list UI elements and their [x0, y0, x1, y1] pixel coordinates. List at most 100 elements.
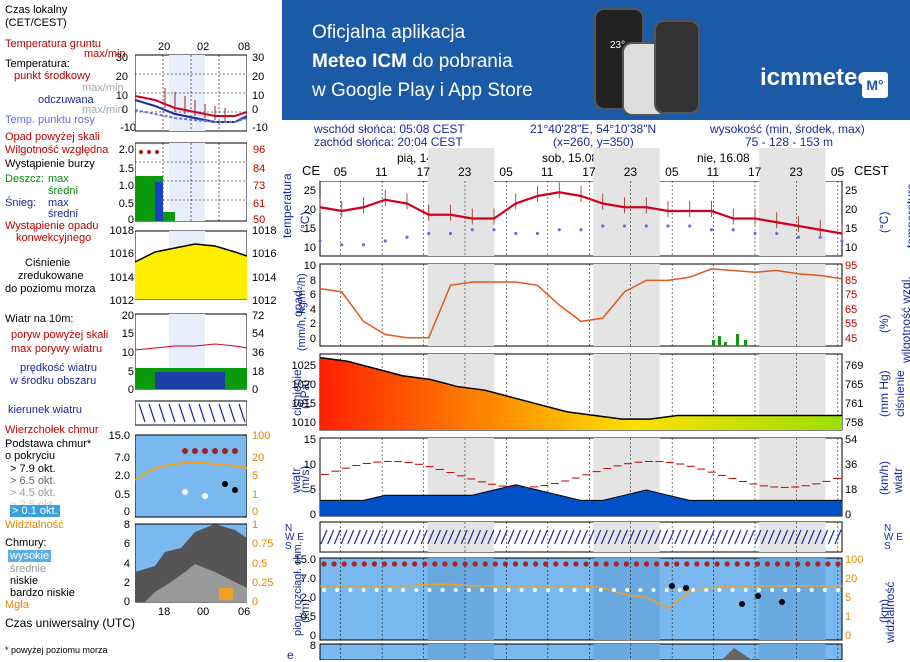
- legend-panel: Czas lokalny (CET/CEST) 20 02 08 Tempera…: [0, 0, 282, 660]
- legend-convective: konwekcyjnego: [16, 232, 92, 244]
- precip-tick: 6: [309, 289, 316, 301]
- mini-wind-tick-r: 0: [252, 384, 259, 396]
- hour-label: 05: [665, 165, 679, 179]
- wind-arrow-icon: [700, 529, 709, 545]
- mini-cl-tick: 6: [123, 538, 130, 550]
- wind-arrow-icon: [360, 529, 368, 545]
- cloud-base-dot: [717, 588, 722, 592]
- dew-point-dot: [688, 224, 692, 228]
- cloud-top-dot: [442, 561, 448, 567]
- wind-arrow-icon: [420, 529, 428, 545]
- legend-wind-10m: Wiatr na 10m:: [5, 313, 74, 325]
- hour-label: 11: [541, 165, 554, 179]
- cloud-top-dot: [704, 561, 710, 567]
- mini-temp-tick: -10: [120, 122, 136, 134]
- wind-arrow-icon: [500, 529, 508, 545]
- precip-tick: 0: [309, 332, 316, 345]
- tz-right: CEST: [854, 163, 889, 178]
- cloud-top-dot: [553, 561, 559, 567]
- cloud-top-dot: [422, 561, 428, 567]
- wind-arrow-icon: [594, 529, 602, 545]
- cloud-base-dot: [585, 588, 590, 592]
- hum-tick: 55: [845, 318, 858, 330]
- legend-utc: Czas uniwersalny (UTC): [5, 616, 136, 630]
- rain-bar: [718, 336, 721, 346]
- mini-press-tick-r: 1012: [252, 295, 277, 307]
- temp-tick-r: 20: [845, 204, 858, 216]
- legend-bottom-tick-1: 18: [158, 606, 171, 618]
- dew-point-dot: [666, 224, 670, 228]
- wind-arrow-icon: [781, 529, 789, 545]
- cloud-base-dot: [756, 588, 761, 592]
- wind-arrow-icon: [667, 529, 675, 545]
- hour-label: 11: [375, 165, 388, 179]
- app-promo-banner[interactable]: Oficjalna aplikacja Meteo ICM do pobrani…: [282, 0, 910, 120]
- cloud-base-dot: [427, 588, 432, 592]
- mini-press-tick: 1014: [109, 272, 134, 284]
- hum-tick: 65: [845, 303, 858, 316]
- mini-wind-tick: 5: [127, 366, 134, 378]
- press-mmhg-tick: 761: [845, 398, 864, 410]
- coordinates: 21°40'28"E, 54°10'38"N: [530, 122, 657, 136]
- legend-dew-point: Temp. punktu rosy: [5, 114, 95, 126]
- cloud-top-dot: [643, 561, 650, 567]
- night-band: [759, 558, 826, 640]
- cloud-top-dot: [331, 561, 337, 567]
- visibility-line: [320, 583, 842, 610]
- cloud-base-dot: [532, 588, 537, 592]
- mini-cl-tick-r: 0.75: [252, 538, 274, 550]
- wind-arrow-icon: [373, 529, 381, 545]
- cloud-top-dot: [432, 561, 438, 567]
- wind-arrow-icon: [433, 529, 442, 545]
- cloud-base-dot: [414, 588, 419, 592]
- cb-tick: 7.0: [300, 573, 316, 585]
- wind-arrow-icon: [353, 529, 361, 545]
- wind-arrow-icon: [554, 529, 562, 545]
- mini-press-tick: 1012: [109, 295, 134, 307]
- hour-label: 17: [748, 165, 762, 179]
- cloud-top-dot: [321, 561, 327, 567]
- wind-arrow-icon: [520, 529, 528, 545]
- meteogram: pią, 14.08 sob, 15.08 nie, 16.08 CEST CE…: [302, 148, 889, 660]
- wind-arrow-icon: [327, 529, 335, 545]
- temp-tick: 20: [303, 204, 316, 216]
- mini-wind-tick-r: 18: [252, 366, 265, 378]
- dew-point-dot: [470, 228, 474, 232]
- legend-bottom-tick-3: 06: [238, 606, 251, 618]
- sunset: zachód słońca: 20:04 CEST: [314, 135, 463, 149]
- cloud-base-dot: [796, 588, 801, 592]
- rain-bar: [724, 342, 727, 346]
- wind-arrow-icon: [453, 529, 462, 545]
- legend-clouds: Chmury:: [5, 537, 47, 549]
- cloud-base-dot-dense: [669, 583, 675, 589]
- cloud-base-dot: [559, 588, 564, 592]
- press-mmhg-tick: 758: [845, 417, 864, 429]
- dew-point-dot: [535, 231, 540, 236]
- mini-vis-tick: 20: [252, 452, 265, 464]
- mini-cl-tick-r: 0.25: [252, 577, 274, 589]
- legend-rain-max: max: [48, 173, 69, 185]
- legend-wind-speed: prędkość wiatru: [20, 362, 98, 374]
- night-band: [427, 522, 494, 552]
- mini-precip-tick: 2.0: [118, 144, 134, 156]
- mini-cb-tick: 2.0: [114, 470, 130, 482]
- dew-point-dot: [601, 224, 605, 228]
- legend-pressure: Ciśnienie: [25, 257, 71, 269]
- legend-snow: Śnieg:: [5, 197, 37, 209]
- wind-arrow-icon: [460, 529, 468, 545]
- temp-axis-unit-r: (°C): [877, 211, 891, 233]
- wind-tick: 5: [309, 484, 316, 496]
- cloud-top-dot: [593, 561, 599, 567]
- cloud-base-dot: [677, 588, 682, 592]
- cloud-top-dot: [412, 561, 418, 567]
- wind-tick: 10: [303, 459, 316, 471]
- vis-tick: 100: [845, 554, 864, 566]
- sunrise: wschód słońca: 05:08 CEST: [314, 122, 465, 136]
- wind-kmh-tick: 54: [845, 434, 858, 446]
- cloud-base-dot: [519, 588, 524, 592]
- cloud-base-dot: [836, 588, 840, 592]
- mini-press-tick-r: 1014: [252, 272, 277, 284]
- press-tick: 1010: [291, 417, 316, 429]
- legend-temperature: Temperatura:: [5, 58, 70, 70]
- mini-temp-tick-r: 30: [252, 52, 265, 64]
